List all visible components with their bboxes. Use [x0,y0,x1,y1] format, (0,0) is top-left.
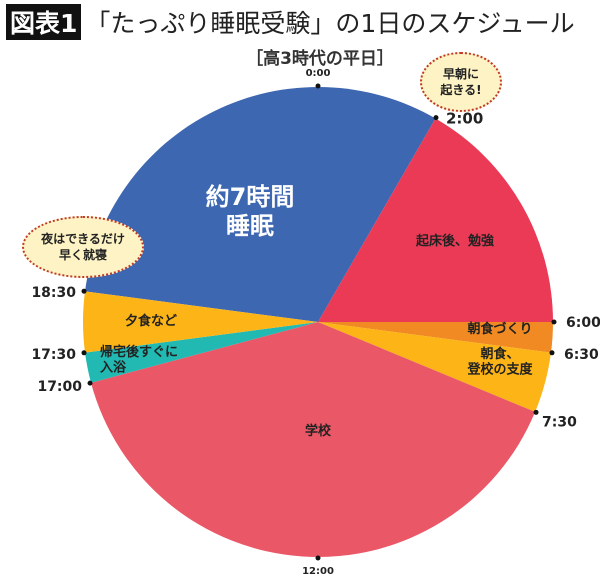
tick-label: 12:00 [302,566,334,574]
slice-label: 起床後、勉強 [415,233,494,249]
tick-dot [81,288,87,294]
title-text: 「たっぷり睡眠受験」の1日のスケジュール [85,9,575,38]
tick-dot [549,350,555,356]
slice-label: 帰宅後すぐに入浴 [100,344,178,376]
slice-label: 朝食づくり [467,321,532,337]
callout-early: 早朝に 起きる! [420,52,502,112]
pie-slice [85,87,436,322]
slice-label: 学校 [305,423,332,439]
pie-slice [318,322,553,353]
pie-slice [85,322,318,383]
slice-label: 夕食など [125,313,177,329]
figure-title: 図表1 「たっぷり睡眠受験」の1日のスケジュール [6,4,575,40]
slice-label: 約7時間睡眠 [206,183,295,240]
tick-label: 2:00 [446,110,483,128]
tick-label: 7:30 [542,414,577,430]
tick-label: 17:00 [37,379,82,395]
tick-dot [87,380,93,386]
pie-slice [83,291,319,353]
tick-dot [433,115,439,121]
tick-dot [533,409,539,415]
tick-label: 17:30 [31,347,76,363]
tick-label: 6:30 [564,347,599,363]
slice-label: 朝食、登校の支度 [466,346,533,378]
pie-slice [318,118,553,322]
tick-dot [81,350,87,356]
chart-subtitle: ［高3時代の平日］ [246,49,394,69]
tick-label: 18:30 [31,285,76,301]
tick-label: 6:00 [566,315,600,331]
callout-night: 夜はできるだけ 早く就寝 [22,216,144,278]
tick-dot [315,83,321,89]
tick-dot [315,555,321,561]
figure-badge: 図表1 [6,4,82,40]
pie-slice [91,322,536,557]
pie-slice [318,322,551,412]
tick-dot [551,319,557,325]
tick-label: 0:00 [306,68,331,79]
